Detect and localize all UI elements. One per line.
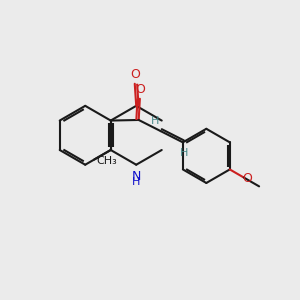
Text: CH₃: CH₃ <box>97 156 117 166</box>
Text: N: N <box>131 170 141 183</box>
Text: O: O <box>130 68 140 81</box>
Text: O: O <box>242 172 252 185</box>
Text: H: H <box>180 148 188 158</box>
Text: H: H <box>151 116 160 126</box>
Text: O: O <box>135 83 145 96</box>
Text: H: H <box>132 177 140 187</box>
